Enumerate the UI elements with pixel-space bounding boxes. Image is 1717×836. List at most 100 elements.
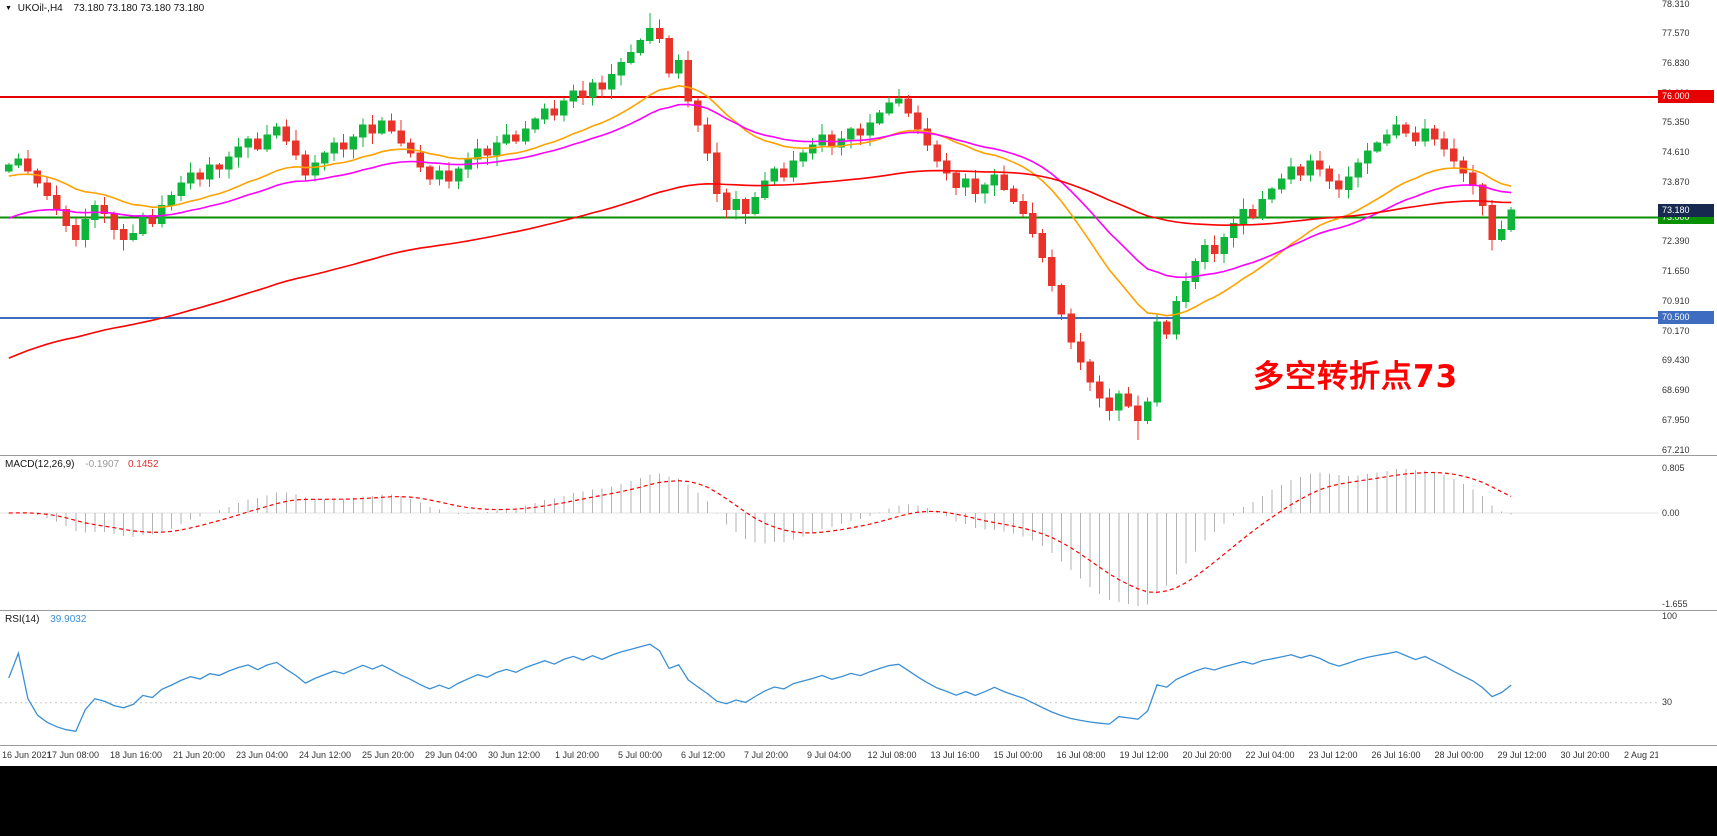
candle	[789, 160, 798, 178]
candle	[387, 120, 396, 132]
candle	[1249, 208, 1257, 218]
candle	[5, 164, 13, 172]
time-tick-label: 15 Jul 00:00	[993, 750, 1043, 760]
candle	[445, 170, 453, 182]
candle	[933, 144, 941, 162]
candle	[1019, 200, 1027, 214]
panel-separator[interactable]	[0, 455, 1717, 456]
candle	[588, 82, 597, 98]
time-tick-label: 20 Jul 20:00	[1182, 750, 1232, 760]
candle	[741, 198, 750, 214]
horizontal-lines-layer[interactable]	[0, 95, 1658, 319]
candle	[684, 60, 692, 102]
candle	[1172, 301, 1180, 335]
chart-title: ▼ UKOil-,H4 73.180 73.180 73.180 73.180	[5, 3, 204, 14]
candle	[761, 180, 769, 198]
candle	[1287, 166, 1295, 180]
candle	[1086, 361, 1094, 383]
axis-tick-label: 74.610	[1662, 147, 1690, 158]
candle	[665, 38, 673, 74]
time-tick-label: 30 Jul 20:00	[1560, 750, 1610, 760]
main-chart-canvas[interactable]	[0, 0, 1658, 455]
ma-fast-line	[8, 84, 1512, 317]
candle	[1507, 209, 1515, 230]
candle	[407, 142, 415, 154]
rsi-label: RSI(14) 39.9032	[5, 614, 86, 625]
rsi-value: 39.9032	[50, 614, 87, 625]
axis-tick-label: 75.350	[1662, 117, 1690, 128]
panel-separator[interactable]	[0, 745, 1717, 746]
candle	[904, 98, 913, 114]
moving-averages-layer	[8, 84, 1512, 359]
candle	[1450, 148, 1458, 162]
candle	[1354, 162, 1362, 178]
candle	[273, 126, 281, 136]
price-tag: 76.000	[1658, 90, 1714, 104]
candle	[1363, 150, 1372, 164]
candle	[732, 198, 740, 210]
rsi-name: RSI(14)	[5, 614, 40, 625]
candle	[856, 128, 865, 136]
candle	[1210, 245, 1219, 254]
candle	[215, 164, 224, 170]
rsi-canvas[interactable]	[0, 611, 1658, 745]
candle	[1229, 222, 1238, 238]
candle	[426, 166, 434, 180]
candle	[1335, 180, 1343, 190]
candle	[14, 158, 23, 166]
candle	[569, 90, 578, 102]
candle	[1316, 160, 1324, 170]
panel-separator[interactable]	[0, 610, 1717, 611]
candle	[1277, 178, 1286, 190]
candle	[158, 204, 166, 224]
candle	[1143, 401, 1152, 421]
candle	[1383, 134, 1391, 144]
time-tick-label: 29 Jul 12:00	[1497, 750, 1547, 760]
candle	[24, 158, 32, 172]
axis-tick-label: 30	[1662, 697, 1673, 708]
time-tick-label: 5 Jul 00:00	[617, 750, 663, 760]
candle	[72, 224, 80, 240]
time-tick-label: 17 Jun 08:00	[46, 750, 100, 760]
price-axis[interactable]: 78.31077.57076.83076.09075.35074.61073.8…	[1658, 0, 1717, 766]
axis-tick-label: 68.690	[1662, 385, 1690, 395]
axis-tick-label: 67.950	[1662, 414, 1690, 425]
macd-main-value: -0.1907	[85, 459, 120, 470]
candle	[119, 228, 128, 240]
time-tick-label: 21 Jun 20:00	[172, 750, 226, 760]
time-tick-label: 16 Jun 2021	[2, 750, 52, 760]
candle	[1488, 204, 1496, 241]
axis-tick-label: 76.830	[1662, 58, 1690, 68]
candle	[646, 28, 654, 42]
candle	[780, 168, 788, 178]
axis-tick-label: 67.210	[1662, 444, 1690, 455]
candle	[1344, 176, 1353, 190]
candle	[1182, 281, 1190, 303]
candle	[770, 168, 779, 182]
axis-tick-label: 69.430	[1662, 355, 1690, 366]
candle	[875, 112, 884, 124]
candle	[167, 194, 176, 206]
axis-tick-label: 0.805	[1662, 463, 1685, 474]
chart-symbol-timeframe: UKOil-,H4	[17, 3, 63, 14]
candle	[799, 152, 807, 162]
axis-tick-label: 70.910	[1662, 295, 1690, 306]
candle	[990, 174, 999, 186]
candle	[33, 170, 42, 184]
macd-canvas[interactable]	[0, 456, 1658, 610]
time-tick-label: 23 Jun 04:00	[235, 750, 289, 760]
candle	[962, 178, 970, 188]
candle	[1258, 198, 1267, 218]
candle	[62, 208, 70, 226]
time-tick-label: 2 Aug 21:15	[1623, 750, 1673, 760]
candles-layer	[5, 13, 1515, 440]
candle	[674, 60, 683, 74]
candle	[1115, 393, 1123, 411]
candle	[225, 156, 233, 170]
time-axis[interactable]: 16 Jun 2021 17 Jun 08:00 18 Jun 16:00 21 Ju…	[0, 746, 1717, 766]
candle	[1201, 245, 1209, 263]
candle	[473, 148, 482, 160]
candle	[349, 136, 357, 150]
axis-tick-label: 0.00	[1662, 507, 1680, 518]
candle	[1153, 321, 1161, 403]
